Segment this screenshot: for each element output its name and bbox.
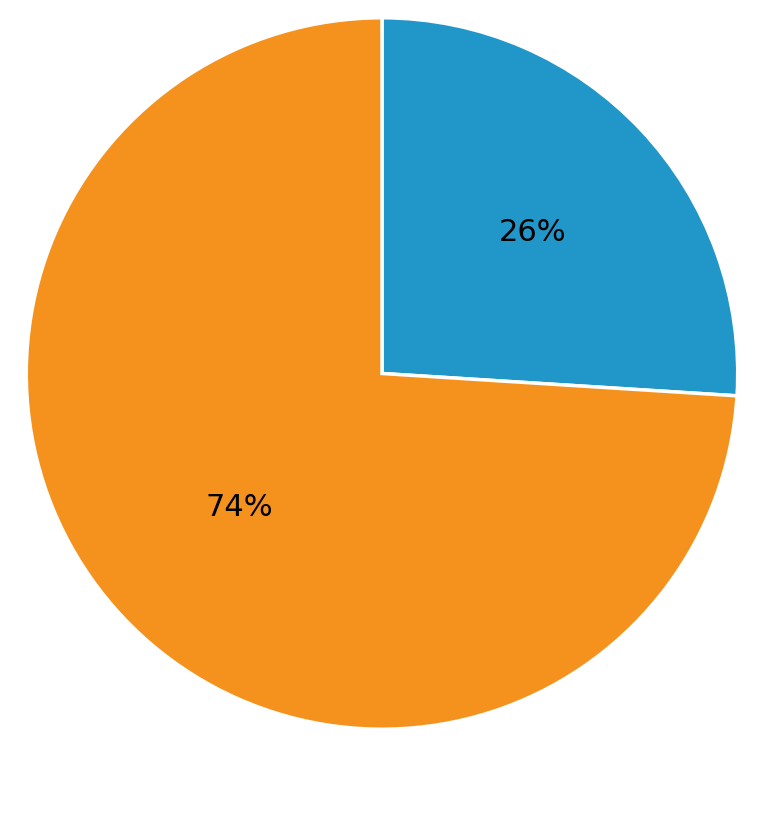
Wedge shape (382, 17, 738, 396)
Text: 74%: 74% (206, 493, 274, 522)
Text: 26%: 26% (499, 217, 566, 247)
Wedge shape (26, 17, 737, 730)
